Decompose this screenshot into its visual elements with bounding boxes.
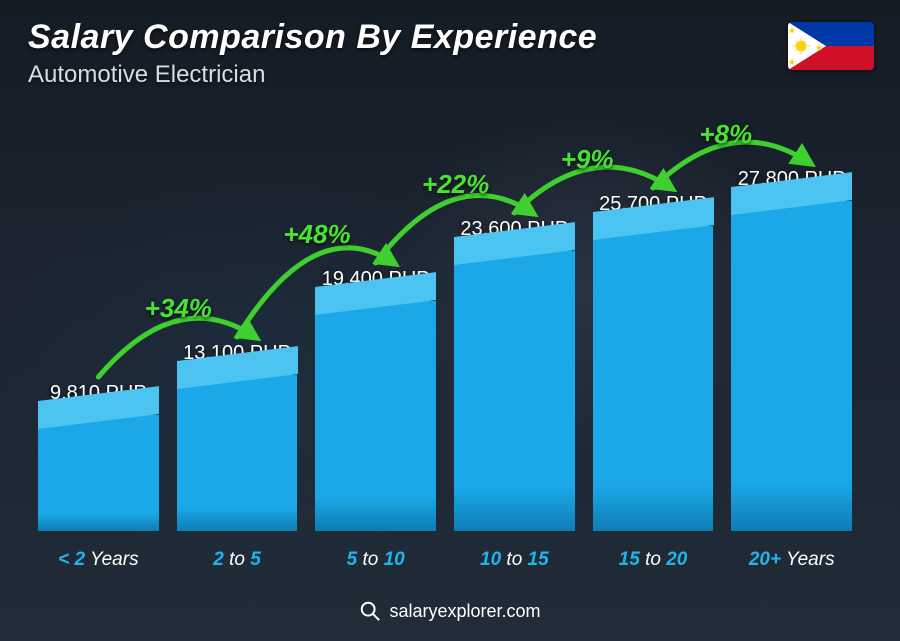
bar-slot: 25,700 PHP — [593, 193, 714, 531]
bar — [315, 301, 436, 531]
flag-icon — [788, 22, 874, 70]
x-axis-label: 15 to 20 — [593, 549, 714, 571]
bar — [593, 226, 714, 531]
x-axis-label: 5 to 10 — [315, 549, 436, 571]
growth-pct-label: +48% — [283, 219, 350, 250]
header: Salary Comparison By Experience Automoti… — [28, 18, 872, 89]
growth-pct-label: +22% — [422, 169, 489, 200]
x-axis-labels: < 2 Years 2 to 5 5 to 10 10 to 15 15 to 20 20… — [30, 549, 860, 571]
bar — [454, 251, 575, 531]
bar-front — [593, 226, 714, 531]
bar — [731, 201, 852, 531]
x-axis-label: 20+ Years — [731, 549, 852, 571]
bar-front — [38, 415, 159, 531]
bar-slot: 23,600 PHP — [454, 218, 575, 531]
bar — [177, 375, 298, 531]
chart-subtitle: Automotive Electrician — [28, 61, 872, 89]
footer-text: salaryexplorer.com — [389, 601, 540, 622]
bar-front — [731, 201, 852, 531]
x-axis-label: < 2 Years — [38, 549, 159, 571]
growth-pct-label: +34% — [145, 293, 212, 324]
bar-slot: 27,800 PHP — [731, 168, 852, 531]
bar-slot: 19,400 PHP — [315, 268, 436, 531]
bar-front — [454, 251, 575, 531]
bar-slot: 13,100 PHP — [177, 342, 298, 531]
footer: salaryexplorer.com — [0, 600, 900, 627]
bar-slot: 9,810 PHP — [38, 382, 159, 531]
growth-pct-label: +8% — [699, 119, 752, 150]
x-axis-label: 10 to 15 — [454, 549, 575, 571]
bar-front — [177, 375, 298, 531]
chart-title: Salary Comparison By Experience — [28, 18, 872, 57]
bar-front — [315, 301, 436, 531]
chart-area: 9,810 PHP13,100 PHP19,400 PHP23,600 PHP2… — [30, 120, 860, 571]
magnifier-icon — [359, 600, 381, 622]
x-axis-label: 2 to 5 — [177, 549, 298, 571]
bar — [38, 415, 159, 531]
footer-logo: salaryexplorer.com — [359, 600, 540, 622]
growth-pct-label: +9% — [561, 144, 614, 175]
